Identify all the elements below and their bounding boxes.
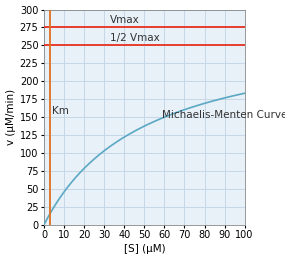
X-axis label: [S] (μM): [S] (μM): [123, 244, 165, 255]
Text: Vmax: Vmax: [110, 15, 140, 25]
Y-axis label: v (μM/min): v (μM/min): [5, 89, 16, 145]
Text: Km: Km: [52, 106, 69, 116]
Text: Michaelis-Menten Curve: Michaelis-Menten Curve: [162, 110, 285, 120]
Text: 1/2 Vmax: 1/2 Vmax: [110, 33, 160, 43]
